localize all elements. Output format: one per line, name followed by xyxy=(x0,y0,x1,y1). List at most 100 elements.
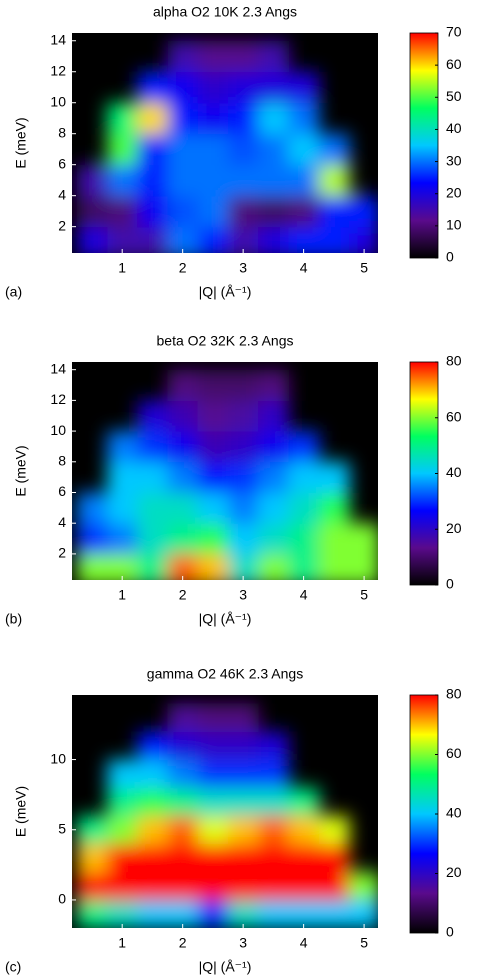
heatmap-cell xyxy=(258,843,289,873)
heatmap-cell xyxy=(137,492,169,524)
heatmap-cells xyxy=(76,369,378,580)
heatmap-cell xyxy=(348,553,378,580)
heatmap-cell xyxy=(258,871,289,901)
heatmap xyxy=(76,40,378,253)
x-axis-label: |Q| (Å⁻¹) xyxy=(199,611,252,627)
chart-title: alpha O2 10K 2.3 Angs xyxy=(153,4,297,20)
heatmap-cell xyxy=(107,553,138,580)
heatmap-cell xyxy=(197,899,229,928)
heatmap-cell xyxy=(258,164,289,197)
heatmap-cell xyxy=(167,523,199,555)
heatmap-cell xyxy=(137,553,169,580)
heatmap-cell xyxy=(197,369,229,401)
heatmap-cell xyxy=(258,369,289,401)
heatmap-cell xyxy=(228,815,259,845)
heatmap-cell xyxy=(258,71,289,104)
heatmap-cell xyxy=(137,461,169,493)
x-tick-label: 3 xyxy=(239,935,247,951)
panel-label: (a) xyxy=(5,284,22,300)
y-axis-label: E (meV) xyxy=(13,445,29,496)
colorbar-tick-label: 0 xyxy=(446,924,454,940)
heatmap-cell xyxy=(197,871,229,901)
heatmap-cells xyxy=(76,40,378,253)
x-tick-label: 4 xyxy=(300,587,308,603)
y-tick-label: 0 xyxy=(58,891,66,907)
heatmap-cell xyxy=(318,226,350,253)
heatmap-cell xyxy=(228,400,259,432)
heatmap-cell xyxy=(107,815,138,845)
heatmap-cell xyxy=(197,400,229,432)
y-tick-label: 12 xyxy=(50,62,66,78)
heatmap-cell xyxy=(107,787,138,817)
heatmap-cell xyxy=(288,133,320,166)
heatmap-cell xyxy=(288,843,320,873)
heatmap-cell xyxy=(167,703,199,732)
heatmap-cell xyxy=(76,523,108,555)
heatmap-cell xyxy=(318,553,350,580)
heatmap-cell xyxy=(197,843,229,873)
heatmap-cell xyxy=(258,899,289,928)
heatmap-cell xyxy=(228,71,259,104)
heatmap-cell xyxy=(107,759,138,789)
heatmap-cell xyxy=(228,40,259,73)
heatmap-cell xyxy=(197,759,229,789)
colorbar xyxy=(409,694,439,934)
x-axis-label: |Q| (Å⁻¹) xyxy=(199,959,252,975)
heatmap-cell xyxy=(137,871,169,901)
heatmap-cell xyxy=(197,523,229,555)
heatmap-cell xyxy=(76,899,108,928)
y-axis-label: E (meV) xyxy=(13,117,29,168)
heatmap-cell xyxy=(228,899,259,928)
heatmap-cell xyxy=(228,759,259,789)
colorbar-tick-label: 50 xyxy=(446,88,462,104)
heatmap-cell xyxy=(197,815,229,845)
y-tick-label: 6 xyxy=(58,483,66,499)
heatmap-cell xyxy=(288,195,320,228)
colorbar-tick-label: 80 xyxy=(446,353,462,369)
x-tick-label: 5 xyxy=(360,587,368,603)
heatmap-cell xyxy=(318,899,350,928)
x-tick-label: 5 xyxy=(360,260,368,276)
heatmap-cell xyxy=(107,431,138,463)
heatmap-cell xyxy=(258,102,289,135)
heatmap-cell xyxy=(318,492,350,524)
heatmap-cell xyxy=(107,843,138,873)
heatmap-cell xyxy=(197,431,229,463)
heatmap-cell xyxy=(288,461,320,493)
heatmap-cell xyxy=(76,871,108,901)
heatmap-cell xyxy=(288,899,320,928)
heatmap-cell xyxy=(76,226,108,253)
heatmap-cell xyxy=(197,731,229,761)
heatmap-cell xyxy=(167,899,199,928)
x-tick-label: 1 xyxy=(118,935,126,951)
colorbar-tick-label: 60 xyxy=(446,745,462,761)
heatmap-cell xyxy=(318,843,350,873)
colorbar-tick-label: 70 xyxy=(446,24,462,40)
heatmap-cell xyxy=(167,431,199,463)
heatmap-cell xyxy=(318,164,350,197)
heatmap-cell xyxy=(228,553,259,580)
heatmap-cell xyxy=(197,461,229,493)
heatmap-cell xyxy=(167,787,199,817)
heatmap-cell xyxy=(318,871,350,901)
heatmap-cell xyxy=(228,164,259,197)
heatmap-cell xyxy=(167,759,199,789)
heatmap-cell xyxy=(288,815,320,845)
panel-label: (c) xyxy=(5,959,21,975)
y-tick-label: 14 xyxy=(50,31,66,47)
y-tick-label: 8 xyxy=(58,452,66,468)
heatmap-cell xyxy=(318,461,350,493)
panel-label: (b) xyxy=(5,611,22,627)
heatmap-cell xyxy=(76,492,108,524)
heatmap-cell xyxy=(318,523,350,555)
heatmap-cell xyxy=(107,133,138,166)
heatmap-cell xyxy=(258,731,289,761)
heatmap-cell xyxy=(228,731,259,761)
colorbar xyxy=(409,32,439,259)
heatmap-cell xyxy=(197,553,229,580)
heatmap-cell xyxy=(258,815,289,845)
heatmap-cell xyxy=(258,523,289,555)
heatmap-cell xyxy=(137,133,169,166)
heatmap-cell xyxy=(348,899,378,928)
heatmap-cell xyxy=(167,461,199,493)
